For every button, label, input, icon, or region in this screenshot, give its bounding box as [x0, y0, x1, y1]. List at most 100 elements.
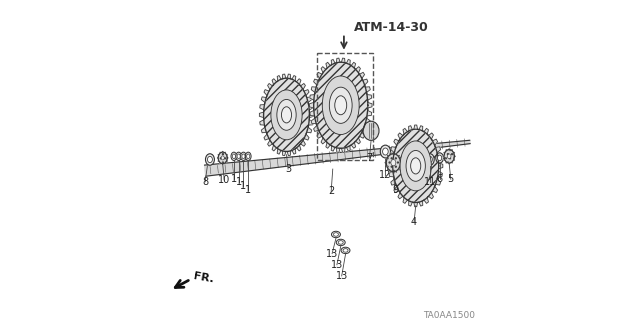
Polygon shape — [292, 149, 296, 154]
Polygon shape — [385, 158, 387, 160]
Polygon shape — [387, 168, 389, 170]
Text: 12: 12 — [380, 170, 392, 181]
Polygon shape — [277, 149, 281, 154]
Polygon shape — [220, 152, 221, 153]
Ellipse shape — [282, 107, 292, 123]
Polygon shape — [433, 186, 438, 193]
Text: FR.: FR. — [193, 271, 214, 285]
Ellipse shape — [323, 76, 359, 135]
Polygon shape — [397, 168, 399, 170]
Polygon shape — [314, 126, 319, 131]
Polygon shape — [446, 150, 447, 151]
Polygon shape — [351, 143, 356, 148]
Polygon shape — [368, 102, 372, 108]
Polygon shape — [346, 146, 350, 151]
Polygon shape — [332, 59, 335, 65]
Text: 10: 10 — [218, 175, 230, 185]
Polygon shape — [414, 203, 417, 207]
Polygon shape — [396, 153, 397, 155]
Polygon shape — [394, 139, 399, 145]
Ellipse shape — [341, 247, 350, 254]
Ellipse shape — [231, 152, 237, 160]
Polygon shape — [360, 132, 365, 138]
Ellipse shape — [363, 121, 379, 140]
Polygon shape — [337, 148, 340, 152]
Polygon shape — [226, 160, 227, 161]
Polygon shape — [385, 165, 387, 167]
Polygon shape — [387, 155, 389, 157]
Polygon shape — [356, 67, 360, 73]
Text: 5: 5 — [447, 174, 454, 184]
Polygon shape — [414, 125, 417, 129]
Polygon shape — [419, 201, 423, 206]
Polygon shape — [264, 90, 269, 95]
Ellipse shape — [264, 78, 310, 152]
Text: 2: 2 — [328, 186, 334, 197]
Polygon shape — [220, 162, 221, 164]
Ellipse shape — [391, 160, 396, 166]
Polygon shape — [398, 193, 403, 199]
Polygon shape — [287, 151, 291, 156]
Ellipse shape — [411, 158, 420, 174]
Polygon shape — [454, 155, 456, 157]
Ellipse shape — [336, 239, 345, 246]
Polygon shape — [390, 153, 392, 155]
Polygon shape — [356, 138, 360, 144]
Polygon shape — [317, 72, 322, 78]
Polygon shape — [317, 132, 322, 138]
Polygon shape — [424, 197, 428, 203]
Polygon shape — [224, 162, 225, 164]
Polygon shape — [389, 171, 394, 177]
Polygon shape — [264, 134, 269, 140]
Polygon shape — [272, 145, 276, 151]
Ellipse shape — [343, 249, 348, 252]
Ellipse shape — [232, 154, 236, 159]
Polygon shape — [367, 95, 372, 100]
Polygon shape — [277, 76, 281, 81]
Polygon shape — [321, 67, 326, 73]
Polygon shape — [301, 140, 305, 146]
Polygon shape — [399, 158, 401, 160]
Polygon shape — [408, 201, 412, 206]
Polygon shape — [260, 120, 264, 125]
Text: TA0AA1500: TA0AA1500 — [422, 311, 475, 319]
Ellipse shape — [428, 156, 433, 163]
Ellipse shape — [400, 141, 431, 191]
Polygon shape — [453, 159, 454, 160]
Polygon shape — [394, 186, 399, 193]
Polygon shape — [224, 152, 225, 153]
Polygon shape — [365, 87, 370, 92]
Ellipse shape — [406, 151, 426, 181]
Polygon shape — [282, 74, 286, 79]
Polygon shape — [342, 58, 345, 63]
Polygon shape — [307, 127, 312, 133]
Ellipse shape — [242, 154, 245, 159]
Ellipse shape — [221, 156, 224, 160]
Polygon shape — [296, 145, 301, 151]
Polygon shape — [292, 76, 296, 81]
Polygon shape — [337, 58, 340, 63]
Polygon shape — [326, 143, 330, 148]
Text: 1: 1 — [236, 177, 242, 188]
Polygon shape — [321, 138, 326, 144]
Polygon shape — [398, 133, 403, 139]
Polygon shape — [408, 126, 412, 131]
Polygon shape — [397, 155, 399, 157]
Polygon shape — [451, 150, 452, 151]
Ellipse shape — [332, 231, 340, 238]
Polygon shape — [444, 159, 445, 160]
Ellipse shape — [426, 154, 434, 165]
Polygon shape — [401, 162, 402, 164]
Polygon shape — [311, 87, 316, 92]
Ellipse shape — [444, 150, 454, 163]
Polygon shape — [261, 97, 266, 102]
Ellipse shape — [277, 100, 296, 130]
Ellipse shape — [383, 148, 388, 155]
Ellipse shape — [393, 129, 438, 203]
Polygon shape — [308, 105, 313, 110]
Polygon shape — [365, 118, 370, 124]
Ellipse shape — [380, 145, 390, 158]
Polygon shape — [218, 160, 220, 161]
Polygon shape — [310, 102, 314, 108]
Ellipse shape — [218, 152, 227, 164]
